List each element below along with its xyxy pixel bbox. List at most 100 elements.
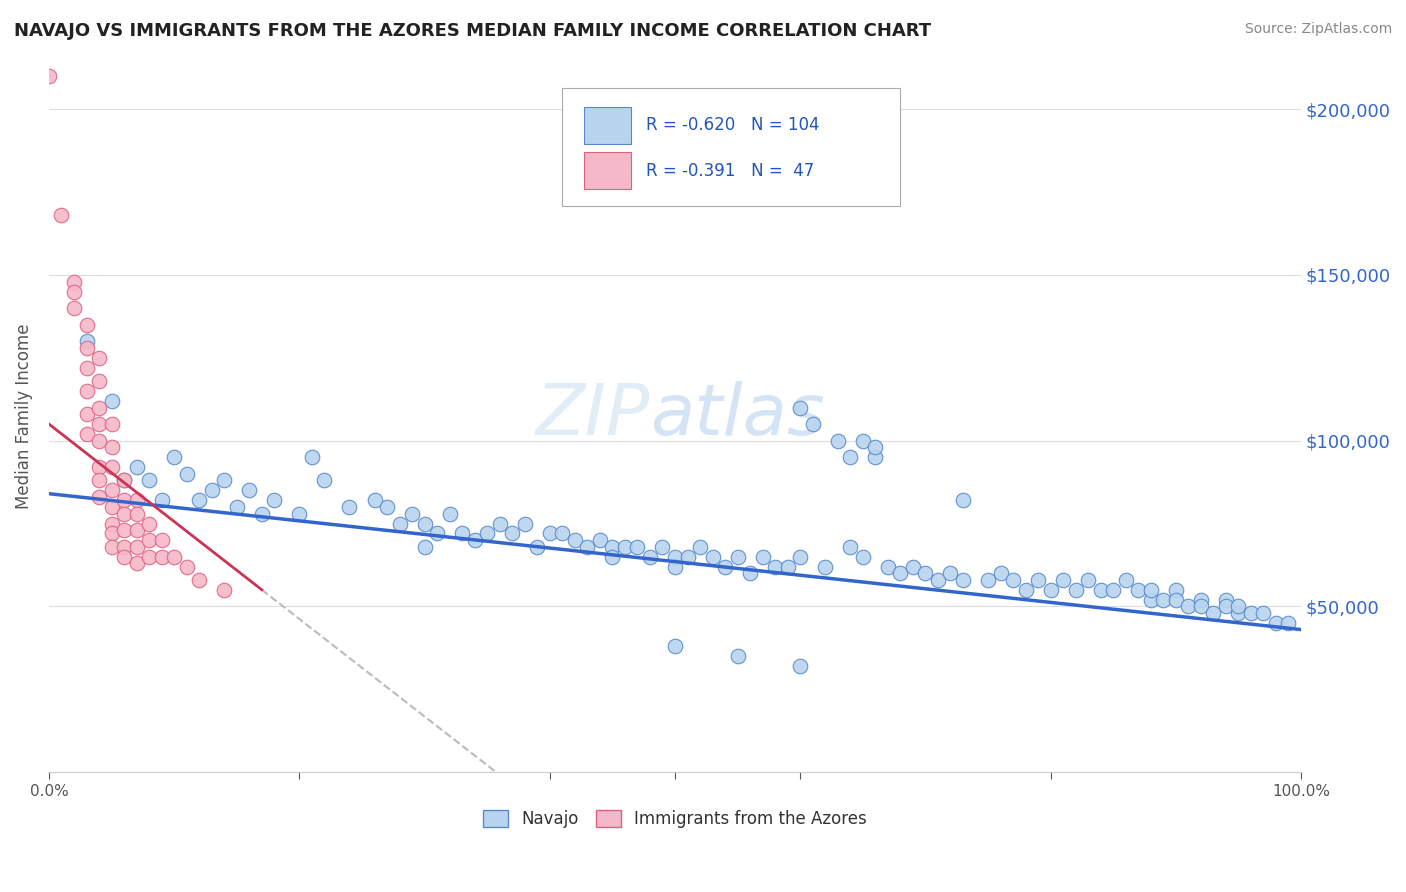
Point: [1115, 573, 1137, 587]
Point: [112, 540, 135, 554]
Point: [1052, 573, 1074, 587]
Point: [1139, 592, 1161, 607]
Point: [789, 659, 811, 673]
Point: [1026, 573, 1049, 587]
Point: [100, 440, 122, 454]
Point: [87, 351, 110, 365]
Point: [150, 533, 173, 547]
Point: [314, 474, 336, 488]
Point: [38, 69, 60, 83]
Point: [87, 474, 110, 488]
Point: [1189, 599, 1212, 614]
Point: [100, 417, 122, 431]
Point: [1227, 606, 1250, 620]
Point: [125, 507, 148, 521]
Text: atlas: atlas: [650, 381, 824, 450]
Point: [676, 549, 699, 564]
Point: [76, 318, 98, 332]
Text: R = -0.391   N =  47: R = -0.391 N = 47: [647, 161, 814, 180]
Point: [76, 384, 98, 398]
Point: [401, 507, 423, 521]
Point: [87, 417, 110, 431]
Point: [363, 493, 385, 508]
Point: [100, 460, 122, 475]
Point: [1014, 582, 1036, 597]
Point: [188, 493, 211, 508]
Point: [238, 483, 260, 498]
Point: [87, 401, 110, 415]
Point: [138, 533, 160, 547]
Point: [576, 540, 599, 554]
Point: [138, 474, 160, 488]
Point: [865, 440, 887, 454]
Point: [664, 559, 686, 574]
Point: [1215, 599, 1237, 614]
Point: [125, 556, 148, 570]
Point: [288, 507, 311, 521]
Point: [176, 559, 198, 574]
Point: [852, 549, 875, 564]
Point: [876, 559, 898, 574]
Point: [814, 559, 837, 574]
Point: [125, 523, 148, 537]
Point: [1277, 615, 1299, 630]
Point: [1164, 582, 1187, 597]
Point: [112, 549, 135, 564]
Point: [138, 549, 160, 564]
Point: [163, 549, 186, 564]
Point: [1002, 573, 1025, 587]
Point: [1077, 573, 1099, 587]
Point: [188, 573, 211, 587]
Point: [263, 493, 285, 508]
Point: [464, 533, 486, 547]
Point: [1064, 582, 1087, 597]
Point: [927, 573, 949, 587]
Point: [638, 549, 661, 564]
Point: [100, 516, 122, 531]
Point: [76, 407, 98, 421]
Point: [714, 559, 737, 574]
Point: [63, 285, 86, 299]
Point: [76, 341, 98, 355]
Point: [1189, 592, 1212, 607]
Point: [426, 526, 449, 541]
Point: [613, 540, 636, 554]
Point: [100, 483, 122, 498]
Point: [138, 516, 160, 531]
Point: [451, 526, 474, 541]
Point: [589, 533, 612, 547]
Point: [125, 460, 148, 475]
Point: [751, 549, 773, 564]
Point: [1215, 592, 1237, 607]
Point: [763, 559, 786, 574]
Point: [214, 582, 236, 597]
Point: [388, 516, 411, 531]
Point: [413, 540, 436, 554]
Point: [63, 275, 86, 289]
Point: [1265, 615, 1288, 630]
Point: [176, 467, 198, 481]
Point: [602, 540, 624, 554]
Point: [250, 507, 273, 521]
Point: [125, 540, 148, 554]
Point: [100, 526, 122, 541]
Point: [51, 208, 73, 222]
Point: [1177, 599, 1199, 614]
Point: [952, 573, 974, 587]
Point: [125, 493, 148, 508]
Point: [538, 526, 561, 541]
Point: [914, 566, 936, 581]
Point: [664, 549, 686, 564]
Point: [1128, 582, 1150, 597]
Text: Source: ZipAtlas.com: Source: ZipAtlas.com: [1244, 22, 1392, 37]
Point: [689, 540, 711, 554]
Point: [564, 533, 586, 547]
Point: [163, 450, 186, 465]
Point: [112, 507, 135, 521]
Point: [513, 516, 536, 531]
Point: [1253, 606, 1275, 620]
Point: [839, 450, 862, 465]
Point: [702, 549, 724, 564]
Point: [1152, 592, 1174, 607]
Point: [375, 500, 398, 514]
